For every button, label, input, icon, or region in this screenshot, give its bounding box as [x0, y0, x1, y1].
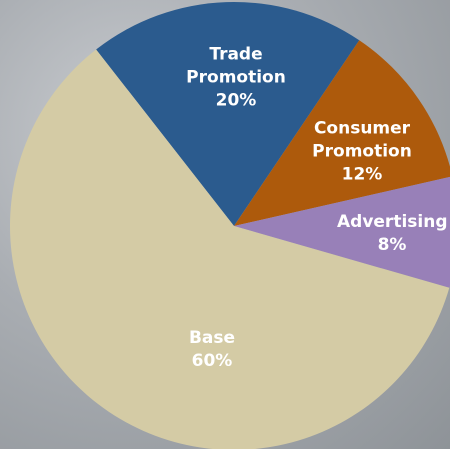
- category-name: Trade Promotion: [181, 44, 291, 90]
- chart: Trade Promotion20%Consumer Promotion12%A…: [0, 0, 450, 449]
- category-name: Base: [157, 327, 267, 350]
- value-label: 12%: [302, 164, 422, 187]
- value-label: 60%: [157, 350, 267, 373]
- category-name: Advertising: [337, 211, 447, 234]
- category-name: Consumer Promotion: [302, 118, 422, 164]
- value-label: 20%: [181, 90, 291, 113]
- value-label: 8%: [337, 234, 447, 257]
